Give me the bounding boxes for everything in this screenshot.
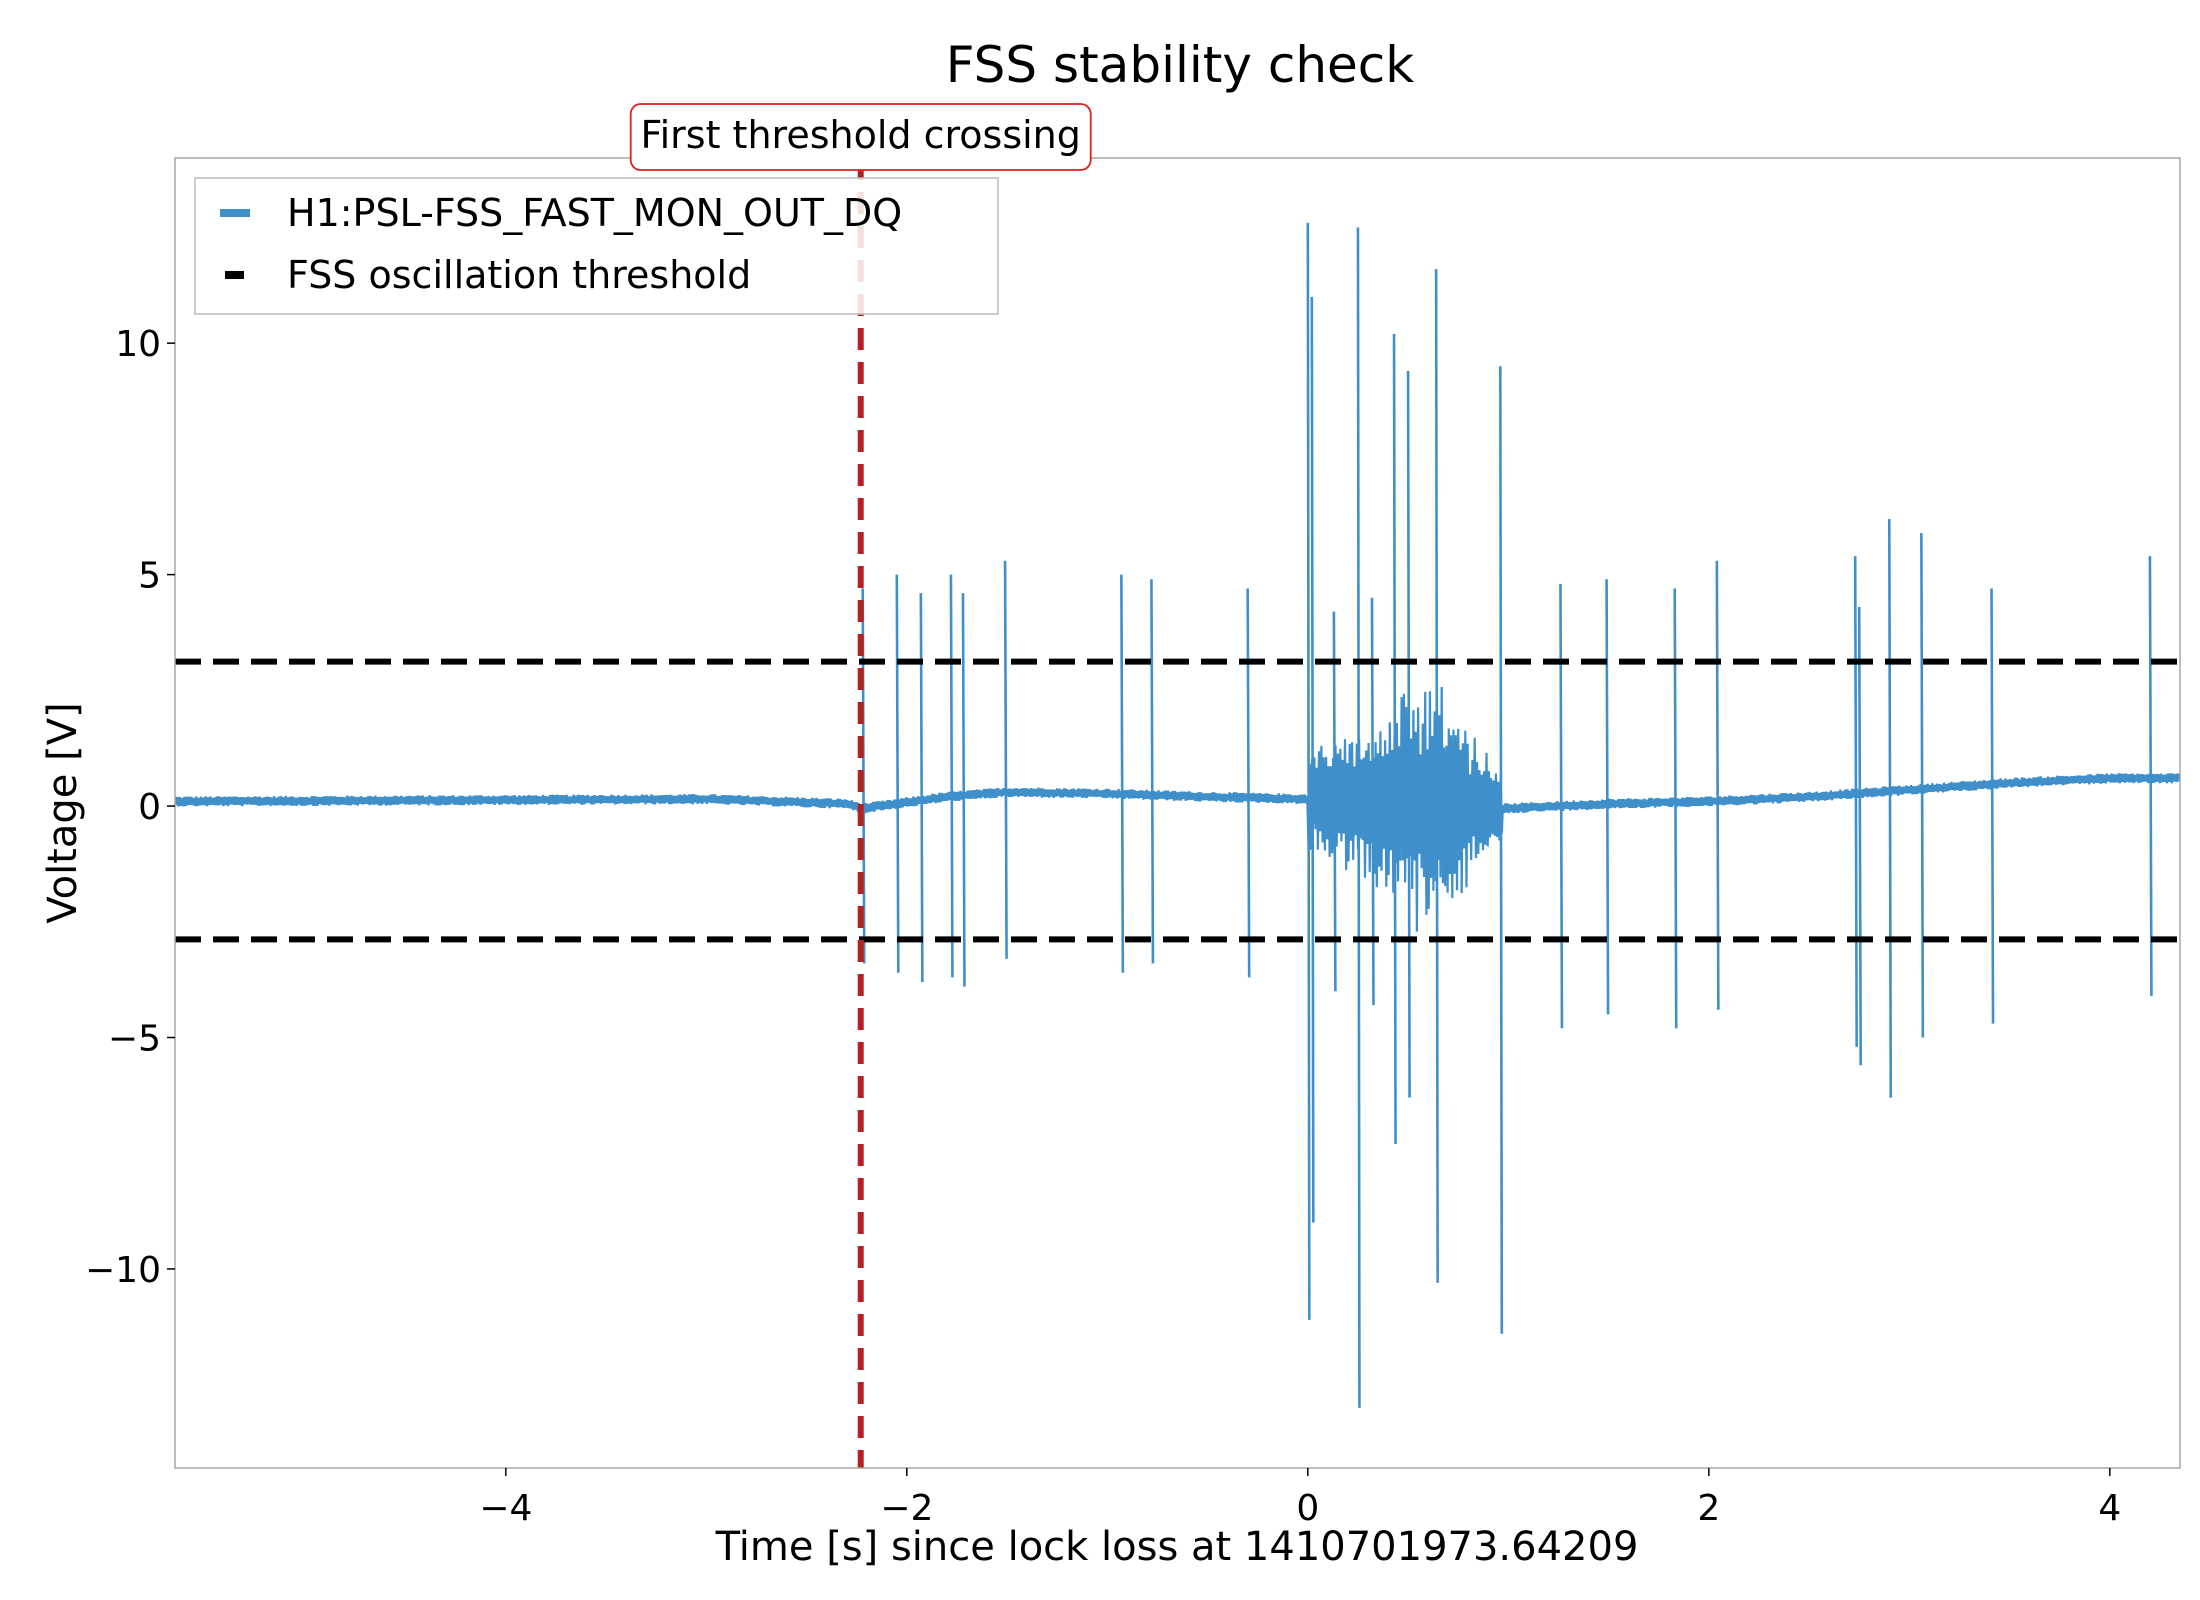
signal-spike (1434, 269, 1439, 1283)
y-tick-label: −5 (108, 1019, 161, 1060)
signal-spike (949, 574, 954, 978)
x-tick-label: 2 (1697, 1488, 1720, 1529)
annotation-box: First threshold crossing (629, 103, 1092, 171)
signal-spike (1920, 532, 1925, 1038)
y-tick-label: −10 (85, 1250, 161, 1291)
x-tick-label: 4 (2098, 1488, 2121, 1529)
signal-spike (1605, 579, 1610, 1015)
signal-spike (1310, 296, 1315, 1223)
legend-label-signal: H1:PSL-FSS_FAST_MON_OUT_DQ (287, 191, 902, 235)
signal-spike (1246, 588, 1251, 978)
signal-spike (1003, 560, 1008, 959)
signal-spike (961, 593, 966, 987)
signal-spike (1306, 222, 1311, 1320)
signal-spike (1356, 227, 1361, 1408)
y-tick-label: 0 (138, 787, 161, 828)
signal-spike (919, 593, 924, 982)
signal-spike (1715, 560, 1720, 1010)
signal-spike (1150, 579, 1155, 964)
signal-spike (1332, 611, 1337, 992)
signal-spike (1392, 333, 1397, 1144)
y-tick-label: 10 (115, 324, 161, 365)
signal-spike (1120, 574, 1125, 973)
x-tick-label: 0 (1296, 1488, 1319, 1529)
signal-spike (1887, 519, 1893, 1098)
x-tick-label: −2 (880, 1488, 933, 1529)
x-tick-label: −4 (479, 1488, 532, 1529)
signal-spike (1406, 370, 1411, 1098)
signal-spike (895, 574, 900, 973)
signal-trace (175, 686, 2180, 932)
y-axis-label: Voltage [V] (40, 702, 86, 923)
annotation-border (629, 103, 1092, 171)
plot-frame (174, 157, 2181, 1469)
legend-label-threshold: FSS oscillation threshold (287, 253, 751, 297)
axis-ticks: −4 −2 0 2 4 −10 −5 0 5 10 (85, 324, 2121, 1529)
signal-spike (1673, 588, 1678, 1029)
signal-spike (1559, 583, 1564, 1029)
chart-title: FSS stability check (946, 36, 1414, 94)
plot-area (175, 158, 2180, 1468)
legend-frame (194, 177, 999, 315)
annotation-label: First threshold crossing (641, 113, 1081, 157)
signal-spike (1990, 588, 1995, 1024)
legend: H1:PSL-FSS_FAST_MON_OUT_DQ FSS oscillati… (194, 177, 999, 315)
signal-spike (1499, 366, 1504, 1334)
x-axis-label: Time [s] since lock loss at 1410701973.6… (715, 1524, 1639, 1570)
signal-spike (2148, 556, 2153, 996)
y-tick-label: 5 (138, 556, 161, 597)
signal-spike (1853, 556, 1858, 1047)
signal-spike (1857, 607, 1862, 1066)
